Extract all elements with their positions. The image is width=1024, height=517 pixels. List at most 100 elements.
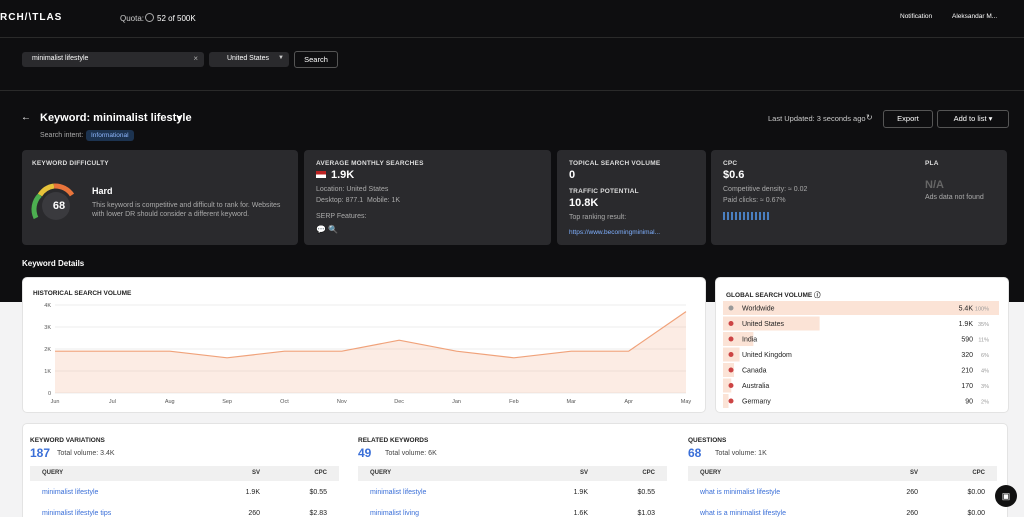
user-menu[interactable]: Aleksandar M... bbox=[952, 13, 997, 20]
query-link[interactable]: what is minimalist lifestyle bbox=[700, 489, 870, 496]
clear-icon[interactable]: × bbox=[193, 54, 198, 63]
table-title: KEYWORD VARIATIONS bbox=[30, 437, 105, 444]
volume: 90 bbox=[965, 399, 973, 406]
share-label: 11% bbox=[978, 338, 989, 344]
x-tick-label: Feb bbox=[509, 399, 518, 405]
density: Competitive density: ≈ 0.02 bbox=[723, 186, 807, 193]
search-input[interactable]: minimalist lifestyle × bbox=[22, 52, 204, 67]
query-link[interactable]: what is a minimalist lifestyle bbox=[700, 510, 870, 517]
export-button[interactable]: Export bbox=[883, 110, 933, 128]
volume: 170 bbox=[961, 383, 973, 390]
desktop: Desktop: 877.1 bbox=[316, 197, 363, 204]
column-header: SV bbox=[558, 470, 588, 476]
share-label: 2% bbox=[981, 400, 989, 406]
logo[interactable]: RCH/\TLAS bbox=[0, 12, 62, 23]
x-tick-label: Sep bbox=[222, 399, 232, 405]
table-title: RELATED KEYWORDS bbox=[358, 437, 428, 444]
table-count: 49 bbox=[358, 446, 371, 460]
topical-value: 0 bbox=[569, 169, 575, 181]
cell: $0.55 bbox=[615, 489, 655, 496]
query-link[interactable]: minimalist lifestyle bbox=[370, 489, 540, 496]
card-title: PLA bbox=[925, 160, 939, 167]
add-to-list: Add to list bbox=[954, 114, 987, 123]
volume: 1.9K bbox=[959, 321, 974, 328]
table-count: 68 bbox=[688, 446, 701, 460]
query-link[interactable]: minimalist living bbox=[370, 510, 540, 517]
share-label: 35% bbox=[978, 322, 989, 328]
country: United States bbox=[227, 55, 269, 62]
chat-button[interactable]: ▣ bbox=[995, 485, 1017, 507]
search-query: minimalist lifestyle bbox=[32, 55, 88, 62]
column-header: CPC bbox=[955, 470, 985, 476]
back-button[interactable]: ← bbox=[21, 112, 31, 123]
mobile: Mobile: 1K bbox=[367, 197, 400, 204]
caret: ▼ bbox=[278, 55, 284, 61]
difficulty-card: KEYWORD DIFFICULTY 68 Hard This keyword … bbox=[22, 150, 298, 245]
x-tick-label: Jul bbox=[109, 399, 116, 405]
share-label: 6% bbox=[981, 353, 989, 359]
quota-ring bbox=[145, 13, 154, 22]
intent-badge: Informational bbox=[86, 130, 134, 141]
difficulty-level: Hard bbox=[92, 186, 113, 196]
x-tick-label: Oct bbox=[280, 399, 289, 405]
keyword-title: Keyword: minimalist lifestyle bbox=[40, 112, 192, 124]
difficulty-description: This keyword is competitive and difficul… bbox=[92, 201, 288, 219]
column-header: QUERY bbox=[700, 470, 800, 476]
card-title: KEYWORD DIFFICULTY bbox=[32, 160, 109, 167]
y-tick-label: 3K bbox=[44, 325, 51, 331]
country: Australia bbox=[742, 383, 769, 390]
refresh-icon[interactable]: ↻ bbox=[866, 113, 873, 122]
cell: $0.55 bbox=[287, 489, 327, 496]
title-caret[interactable]: ▼ bbox=[176, 115, 183, 122]
cell: 260 bbox=[220, 510, 260, 517]
share-label: 100% bbox=[975, 307, 989, 313]
monthly-value: 1.9K bbox=[331, 169, 354, 181]
density-bar bbox=[723, 212, 771, 220]
section-title: Keyword Details bbox=[22, 259, 84, 268]
country: Canada bbox=[742, 368, 767, 375]
column-header: QUERY bbox=[42, 470, 142, 476]
traffic-value: 10.8K bbox=[569, 197, 598, 209]
x-tick-label: Jan bbox=[452, 399, 461, 405]
y-tick-label: 2K bbox=[44, 347, 51, 353]
quota-label: Quota: bbox=[120, 14, 144, 23]
query-link[interactable]: minimalist lifestyle tips bbox=[42, 510, 212, 517]
flag bbox=[729, 337, 734, 342]
query-link[interactable]: minimalist lifestyle bbox=[42, 489, 212, 496]
cpc-card: CPC $0.6 Competitive density: ≈ 0.02 Pai… bbox=[711, 150, 1007, 245]
last-updated: Last Updated: 3 seconds ago bbox=[768, 114, 866, 123]
cell: 260 bbox=[878, 510, 918, 517]
quota-value: 52 of 500K bbox=[157, 14, 196, 23]
cell: $0.00 bbox=[945, 510, 985, 517]
cell: $0.00 bbox=[945, 489, 985, 496]
x-tick-label: Aug bbox=[165, 399, 175, 405]
table-total: Total volume: 1K bbox=[715, 450, 767, 457]
serp-icons: 💬 🔍 bbox=[316, 225, 338, 234]
add-to-list-button[interactable]: Add to list ▾ bbox=[937, 110, 1009, 128]
divider bbox=[0, 90, 1024, 91]
cell: 260 bbox=[878, 489, 918, 496]
share-bar bbox=[723, 394, 729, 408]
table-total: Total volume: 6K bbox=[385, 450, 437, 457]
pla-note: Ads data not found bbox=[925, 194, 984, 201]
topical-card: TOPICAL SEARCH VOLUME 0 TRAFFIC POTENTIA… bbox=[557, 150, 706, 245]
search-button[interactable]: Search bbox=[294, 51, 338, 68]
country-select[interactable]: United States ▼ bbox=[209, 52, 289, 67]
top-result-link[interactable]: https://www.becomingminimal... bbox=[569, 229, 660, 236]
intent-label: Search intent: bbox=[40, 132, 83, 139]
y-tick-label: 1K bbox=[44, 369, 51, 375]
share-label: 3% bbox=[981, 384, 989, 390]
difficulty-value: 68 bbox=[48, 200, 70, 212]
volume: 210 bbox=[961, 368, 973, 375]
country: India bbox=[742, 337, 757, 344]
cell: $2.83 bbox=[287, 510, 327, 517]
notification[interactable]: Notification bbox=[900, 13, 932, 20]
area bbox=[55, 312, 686, 393]
card-title: AVERAGE MONTHLY SEARCHES bbox=[316, 160, 424, 167]
country: Germany bbox=[742, 399, 771, 406]
serp-label: SERP Features: bbox=[316, 213, 366, 220]
cell: 1.9K bbox=[548, 489, 588, 496]
volume: 320 bbox=[961, 352, 973, 359]
paid-clicks: Paid clicks: ≈ 0.67% bbox=[723, 197, 786, 204]
